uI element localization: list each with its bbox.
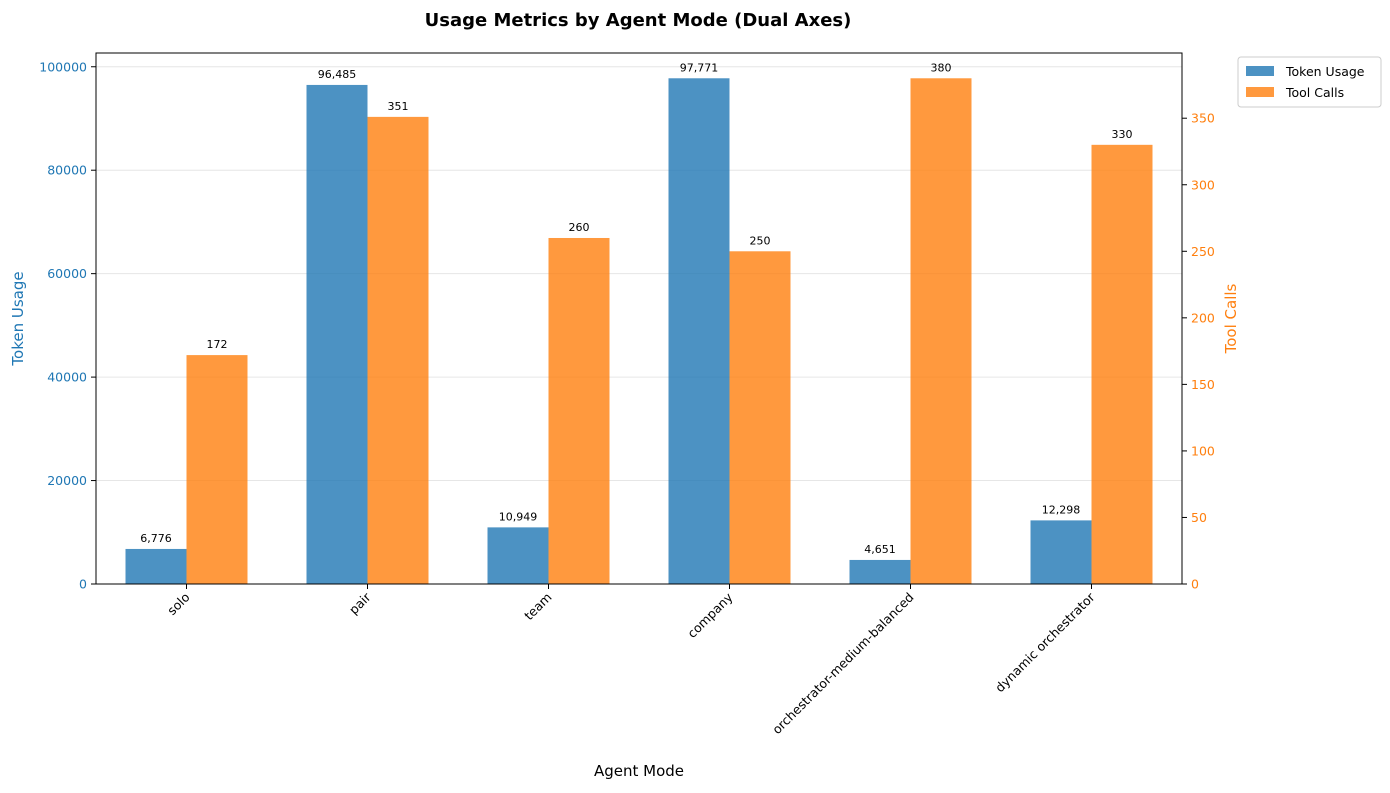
bar-token-usage — [306, 84, 368, 585]
bar-tool-calls — [1091, 144, 1153, 584]
grid-layer — [96, 66, 1182, 585]
chart-title: Usage Metrics by Agent Mode (Dual Axes) — [425, 10, 852, 31]
data-label-tool-calls: 250 — [750, 234, 771, 247]
left-y-tick-label: 20000 — [47, 473, 87, 488]
bar-token-usage — [1030, 520, 1092, 584]
right-y-tick-label: 100 — [1191, 443, 1215, 458]
left-y-axis-label: Token Usage — [9, 271, 27, 366]
x-tick-label: orchestrator-medium-balanced — [769, 590, 917, 738]
right-y-axis-label: Tool Calls — [1222, 283, 1240, 354]
data-label-tool-calls: 351 — [388, 100, 409, 113]
x-axis-label: Agent Mode — [594, 762, 684, 780]
x-axis: solo pair team company orchestrator-medium-b… — [164, 584, 1098, 737]
data-labels-layer: 6,776 172 96,485 351 10,949 260 97,771 250 4,651… — [140, 61, 1132, 556]
x-tick-label: solo — [164, 590, 192, 618]
data-label-token-usage: 96,485 — [318, 68, 357, 81]
x-tick-label: company — [684, 589, 736, 641]
left-y-tick-label: 100000 — [39, 59, 87, 74]
bar-tool-calls — [910, 78, 972, 585]
right-y-tick-label: 350 — [1191, 111, 1215, 126]
legend-swatch — [1246, 87, 1274, 97]
data-label-token-usage: 97,771 — [680, 61, 719, 74]
data-label-tool-calls: 380 — [931, 61, 952, 74]
bar-tool-calls — [548, 237, 610, 584]
legend-label: Tool Calls — [1285, 85, 1344, 100]
bar-token-usage — [849, 559, 911, 584]
left-y-tick-label: 40000 — [47, 370, 87, 385]
right-y-tick-label: 300 — [1191, 177, 1215, 192]
x-tick-label: dynamic orchestrator — [992, 589, 1098, 695]
bar-tool-calls — [367, 116, 429, 584]
data-label-token-usage: 4,651 — [864, 543, 896, 556]
x-tick-label: pair — [346, 589, 374, 617]
right-y-tick-label: 50 — [1191, 510, 1207, 525]
right-y-tick-label: 0 — [1191, 577, 1199, 592]
bar-token-usage — [668, 78, 730, 584]
right-y-tick-label: 150 — [1191, 377, 1215, 392]
data-label-tool-calls: 330 — [1112, 128, 1133, 141]
legend-swatch — [1246, 66, 1274, 76]
data-label-token-usage: 12,298 — [1042, 503, 1081, 516]
left-y-tick-label: 60000 — [47, 266, 87, 281]
bar-token-usage — [487, 527, 549, 584]
left-y-axis: 0 20000 40000 60000 80000 100000 — [39, 59, 96, 592]
data-label-tool-calls: 260 — [569, 221, 590, 234]
left-y-tick-label: 0 — [79, 577, 87, 592]
data-label-token-usage: 6,776 — [140, 532, 172, 545]
x-tick-label: team — [521, 590, 555, 624]
left-y-tick-label: 80000 — [47, 163, 87, 178]
bar-token-usage — [125, 548, 187, 584]
bar-tool-calls — [729, 251, 791, 585]
bars-layer — [125, 78, 1153, 585]
plot-frame — [95, 52, 1183, 585]
legend: Token Usage Tool Calls — [1237, 56, 1382, 108]
data-label-token-usage: 10,949 — [499, 510, 538, 523]
data-label-tool-calls: 172 — [207, 338, 228, 351]
right-y-axis: 0 50 100 150 200 250 300 350 — [1182, 111, 1215, 592]
bar-tool-calls — [186, 355, 248, 584]
right-y-tick-label: 200 — [1191, 310, 1215, 325]
right-y-tick-label: 250 — [1191, 244, 1215, 259]
legend-label: Token Usage — [1285, 64, 1365, 79]
